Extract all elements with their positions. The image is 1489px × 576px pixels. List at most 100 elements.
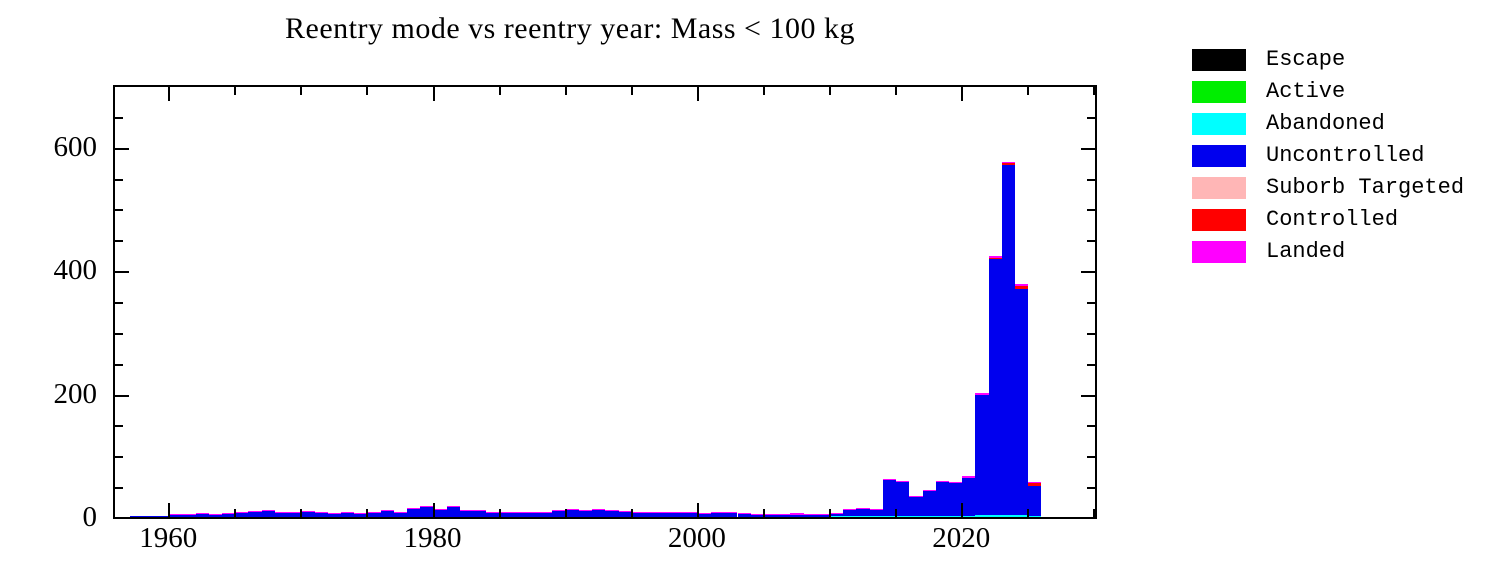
legend-label: Suborb Targeted	[1266, 175, 1465, 200]
y-axis-minor-tick-right	[1087, 332, 1096, 335]
bar-segment	[1001, 163, 1016, 165]
bar-segment	[988, 257, 1002, 260]
bar-segment	[367, 512, 381, 514]
legend-swatch	[1192, 49, 1246, 71]
bar-segment	[948, 483, 963, 516]
x-axis-minor-tick	[498, 509, 501, 518]
legend-item[interactable]: Suborb Targeted	[1192, 172, 1482, 204]
bar-segment	[962, 515, 976, 517]
bar-segment	[393, 511, 408, 513]
bar-segment	[763, 515, 778, 517]
x-axis-minor-tick-top	[300, 86, 303, 95]
legend-item[interactable]: Escape	[1192, 44, 1482, 76]
bar-segment	[763, 514, 778, 516]
bar-segment	[790, 514, 804, 517]
x-axis-minor-tick	[300, 509, 303, 518]
bar-segment	[486, 512, 500, 517]
bar-segment	[420, 506, 434, 508]
y-axis-minor-tick-right	[1087, 487, 1096, 490]
bar-segment	[1001, 164, 1016, 516]
legend-label: Abandoned	[1266, 111, 1385, 136]
bar-segment	[869, 510, 883, 517]
legend-item[interactable]: Active	[1192, 76, 1482, 108]
bar-segment	[1028, 486, 1042, 516]
bar-segment	[526, 512, 540, 514]
bar-segment	[988, 259, 1002, 516]
bar-segment	[301, 511, 315, 513]
bar-segment	[327, 513, 341, 517]
bar-segment	[288, 511, 302, 513]
bar-segment	[869, 516, 883, 517]
bar-segment	[935, 481, 949, 516]
legend-swatch	[1192, 209, 1246, 231]
bar-segment	[909, 496, 923, 498]
y-axis-minor-tick	[114, 332, 123, 335]
bar-segment	[235, 512, 249, 517]
bar-segment	[261, 511, 275, 517]
x-axis-minor-tick	[234, 509, 237, 518]
bar-segment	[274, 512, 289, 517]
y-axis-tick-label: 400	[53, 254, 98, 287]
bar-segment	[592, 509, 606, 511]
y-axis-major-tick-right	[1081, 147, 1096, 150]
x-axis-tick-label: 2020	[932, 522, 991, 554]
bar-segment	[195, 513, 209, 517]
bar-segment	[169, 514, 183, 516]
bar-segment	[671, 512, 685, 517]
bar-segment	[631, 512, 645, 517]
x-axis-minor-tick-top	[630, 86, 633, 95]
bar-segment	[843, 510, 857, 517]
bar-segment	[341, 513, 355, 517]
bar-segment	[896, 481, 910, 516]
bar-segment	[605, 509, 619, 511]
bar-segment	[816, 515, 830, 517]
bar-segment	[314, 512, 328, 514]
bar-segment	[367, 513, 381, 517]
bar-segment	[935, 480, 949, 482]
y-axis-minor-tick	[114, 425, 123, 428]
bar-segment	[697, 513, 712, 517]
bar-segment	[882, 478, 897, 480]
bar-segment	[618, 512, 632, 517]
bar-segment	[975, 515, 989, 517]
legend-swatch	[1192, 145, 1246, 167]
bar-segment	[274, 511, 289, 513]
bar-segment	[407, 507, 421, 509]
x-axis-tick-label: 1980	[403, 522, 462, 554]
y-axis-minor-tick	[114, 363, 123, 366]
bar-segment	[354, 512, 368, 514]
bar-segment	[750, 515, 764, 517]
bar-segment	[803, 513, 817, 516]
bar-segment	[407, 508, 421, 517]
x-axis-minor-tick	[895, 509, 898, 518]
bar-segment	[552, 511, 566, 517]
bar-segment	[552, 510, 566, 512]
bar-segment	[777, 513, 791, 515]
legend-item[interactable]: Landed	[1192, 236, 1482, 268]
bar-segment	[1028, 483, 1042, 487]
bar-segment	[935, 515, 949, 517]
x-axis-minor-tick	[630, 509, 633, 518]
bar-segment	[578, 509, 593, 511]
bar-segment	[1028, 515, 1042, 517]
bar-segment	[750, 514, 764, 516]
x-axis-major-tick	[961, 503, 964, 518]
y-axis-major-tick-right	[1081, 271, 1096, 274]
plot-frame	[113, 85, 1097, 519]
bar-segment	[446, 507, 460, 517]
bar-segment	[208, 514, 223, 517]
x-axis-minor-tick-top	[1093, 86, 1096, 95]
legend-item[interactable]: Controlled	[1192, 204, 1482, 236]
y-axis-minor-tick	[114, 456, 123, 459]
bar-segment	[459, 510, 474, 512]
bar-segment	[433, 509, 447, 517]
legend-swatch	[1192, 81, 1246, 103]
bar-segment	[261, 510, 275, 512]
bar-segment	[962, 477, 976, 516]
bar-segment	[208, 513, 223, 515]
legend-item[interactable]: Abandoned	[1192, 108, 1482, 140]
legend-item[interactable]: Uncontrolled	[1192, 140, 1482, 172]
x-axis-minor-tick-top	[498, 86, 501, 95]
bar-segment	[843, 516, 857, 517]
bar-segment	[1001, 515, 1016, 517]
